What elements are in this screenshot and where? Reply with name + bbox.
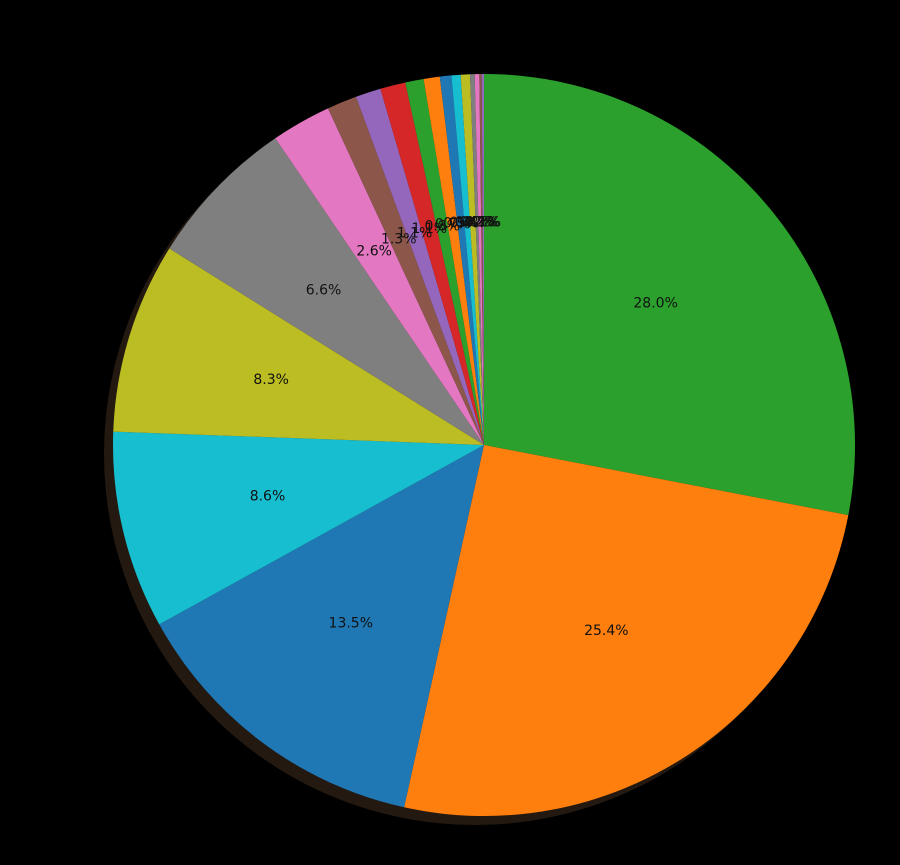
slice-label: 0.1%	[466, 214, 502, 230]
pie	[112, 74, 855, 816]
pie-slice	[451, 74, 484, 445]
slice-label: 8.6%	[250, 489, 286, 505]
pie-slice	[404, 445, 849, 816]
pie-slice	[460, 74, 484, 446]
pie-slice	[380, 82, 484, 446]
slice-label: 0.4%	[449, 215, 485, 231]
pie-slice	[474, 74, 484, 445]
pie-slice	[159, 445, 484, 808]
pie-slice	[405, 78, 484, 445]
pie-slice	[439, 75, 484, 445]
pie-slice	[470, 74, 484, 445]
slice-label: 0.1%	[464, 214, 500, 230]
pie-slice	[479, 74, 484, 446]
pie-slice	[112, 431, 484, 625]
slice-label: 28.0%	[633, 295, 677, 311]
slice-label: 25.4%	[584, 623, 628, 639]
slice-label: 0.8%	[424, 218, 460, 234]
slice-label: 1.3%	[381, 231, 417, 247]
slice-label: 1.1%	[411, 221, 447, 237]
slice-label: 0.2%	[462, 214, 498, 230]
slice-label: 0.7%	[435, 217, 471, 233]
slice-label: 13.5%	[329, 615, 373, 631]
pie-slice	[423, 76, 484, 445]
slice-label: 0.2%	[459, 215, 495, 231]
pie-labels: 28.0% 25.4% 13.5% 8.6% 8.3% 6.6% 2.6%1.3%1.1%1…	[250, 214, 678, 639]
pie-slice	[169, 138, 484, 445]
pie-slice	[113, 248, 484, 445]
pie-slice	[275, 108, 484, 446]
slice-label: 2.6%	[356, 243, 392, 259]
slice-label: 0.5%	[443, 216, 479, 232]
pie-slice	[328, 96, 484, 446]
pie-slice	[356, 88, 484, 446]
pie-slice	[481, 74, 484, 445]
pie-slice	[484, 74, 855, 516]
slice-label: 0.4%	[455, 215, 491, 231]
slice-label: 8.3%	[253, 372, 289, 388]
slice-label: 6.6%	[306, 283, 342, 299]
slice-label: 1.1%	[397, 226, 433, 242]
